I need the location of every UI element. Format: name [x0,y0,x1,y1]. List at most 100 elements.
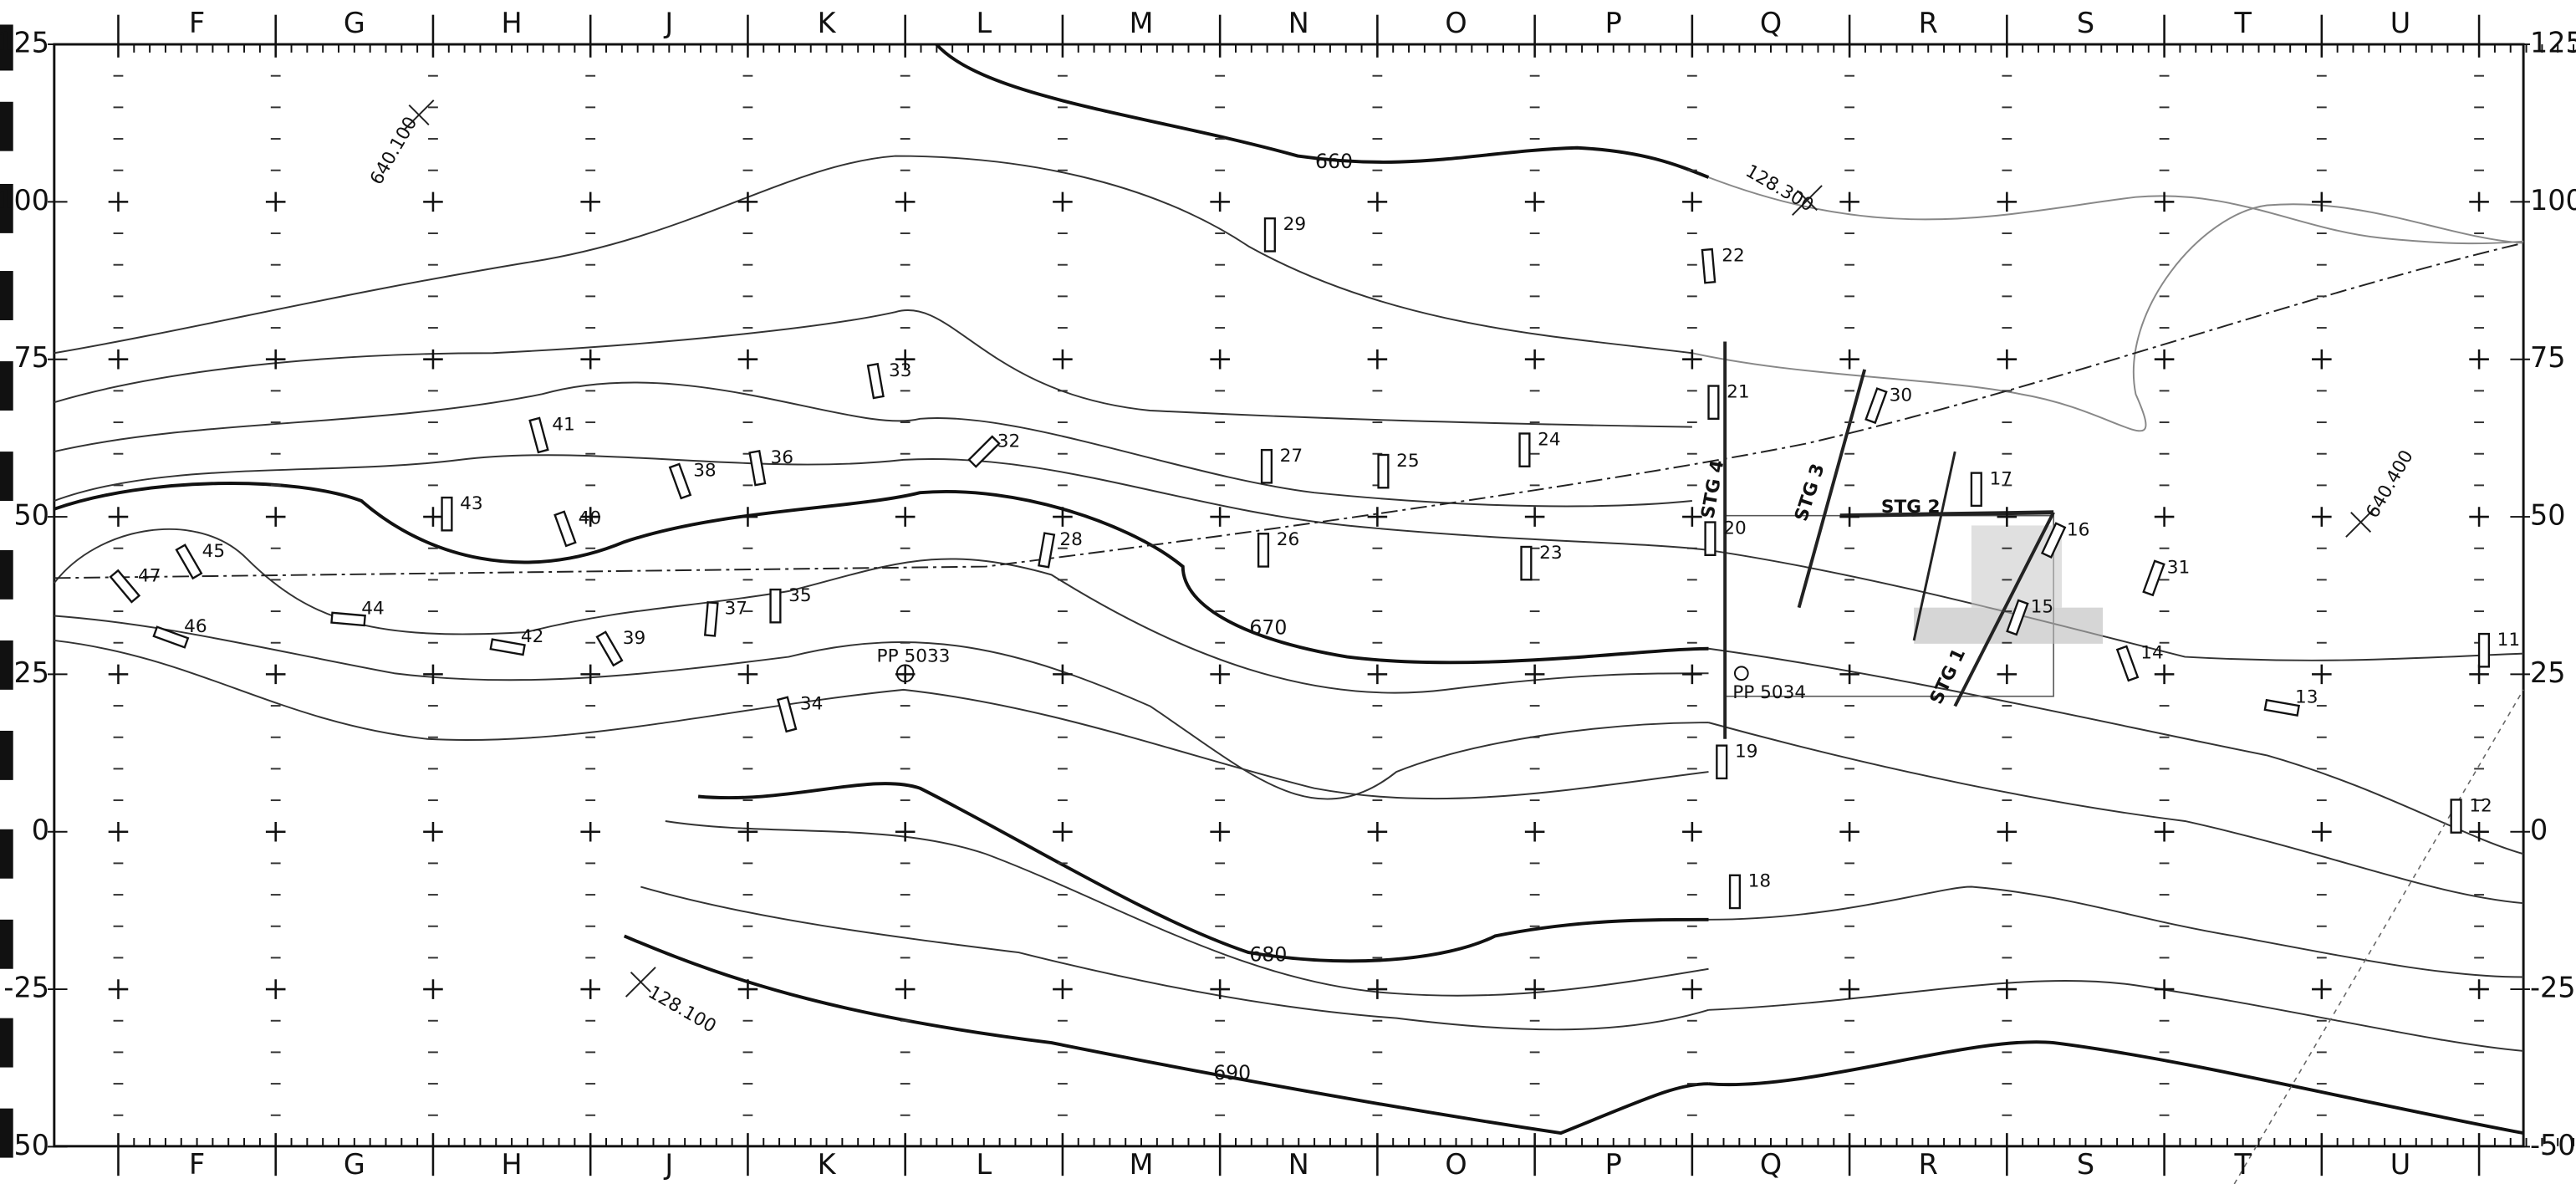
row-label: 0 [32,814,49,846]
feature-label: 31 [2167,558,2190,579]
grid-cross [2154,821,2175,842]
feature-label: 23 [1539,543,1562,564]
row-label: 0 [2530,814,2548,846]
coordinate-cross [2345,507,2376,538]
grid-cross [580,191,600,212]
column-label: U [2390,1148,2410,1181]
feature-label: 17 [1990,468,2012,489]
grid-cross [1367,507,1388,527]
feature-label: 37 [725,599,747,620]
grid-cross [1997,507,2017,527]
grid-cross [2154,349,2175,370]
feature [1970,472,1982,508]
column-label: P [1605,1148,1622,1181]
grid-cross [1997,191,2017,212]
feature-label: 20 [1723,518,1746,538]
column-label: R [1919,1148,1938,1181]
feature-label: 33 [889,360,911,381]
coordinate-cross [1792,185,1823,216]
point-label: PP 5033 [877,646,951,667]
grid-cross [1053,191,1073,212]
feature [109,569,141,604]
column-label: M [1130,1148,1154,1181]
feature [748,449,767,487]
feature [967,435,1001,468]
feature-label: 16 [2067,519,2089,540]
grid-cross [580,664,600,685]
grid-cross [1367,191,1388,212]
feature [441,496,453,532]
feature [1864,387,1888,425]
feature [1263,217,1276,253]
grid-cross [1997,979,2017,999]
row-label: -50 [2530,1129,2576,1161]
feature [2477,632,2491,668]
row-label: 125 [0,27,49,59]
grid-cross [265,979,286,999]
feature-label: 27 [1280,446,1303,467]
grid-cross [2312,191,2332,212]
grid-cross [1210,979,1230,999]
column-label: L [976,7,992,39]
grid-cross [265,507,286,527]
grid-cross [2154,664,2175,685]
grid-cross [2312,349,2332,370]
column-label: K [818,1148,837,1181]
row-label: 100 [0,184,49,217]
grid-cross [1682,349,1702,370]
grid-cross [2312,507,2332,527]
grid-cross [1524,349,1545,370]
grid-cross [2469,821,2489,842]
column-label: T [2234,1148,2252,1181]
row-label: -25 [2530,972,2576,1004]
grid-cross [737,979,758,999]
grid-cross [1839,191,1859,212]
feature [152,625,190,649]
feature [1260,448,1273,484]
grid-cross [265,349,286,370]
feature-label: 30 [1890,385,1912,406]
column-label: S [2077,7,2094,39]
grid-cross [1839,349,1859,370]
feature [776,696,798,733]
grid-cross [737,821,758,842]
grid-cross [895,664,916,685]
grid-cross [2154,979,2175,999]
coordinate-cross [403,100,435,130]
feature-label: 39 [623,628,645,649]
contour-label: 660 [1315,150,1353,173]
feature [2040,522,2067,559]
row-label: -25 [3,972,49,1004]
feature [2142,559,2165,597]
grid-cross [2312,821,2332,842]
point-label: PP 5034 [1732,682,1806,703]
feature [1728,874,1742,910]
feature [175,544,203,580]
grid-cross [1682,979,1702,999]
grid-cross [108,191,129,212]
grid-cross [1210,349,1230,370]
column-label: G [344,1148,365,1181]
row-label: 50 [13,499,48,532]
feature [2115,645,2140,682]
survey-line [2233,689,2524,1184]
column-label: F [189,1148,205,1181]
feature-label: 29 [1283,214,1306,235]
feature [703,601,719,637]
grid-cross [423,507,443,527]
feature [1038,532,1056,569]
column-label: N [1288,7,1309,39]
feature-label: 38 [693,461,716,482]
grid-cross [1210,821,1230,842]
feature-label: 36 [771,447,793,468]
grid-cross [1210,664,1230,685]
grid-cross [2312,979,2332,999]
row-label: 75 [2530,341,2565,374]
grid-cross [2154,191,2175,212]
grid-cross [1997,664,2017,685]
contour-lines [54,43,2524,1136]
grid-cross [580,349,600,370]
column-label: U [2390,7,2410,39]
feature [1377,453,1390,489]
feature-label: 15 [2031,597,2053,618]
